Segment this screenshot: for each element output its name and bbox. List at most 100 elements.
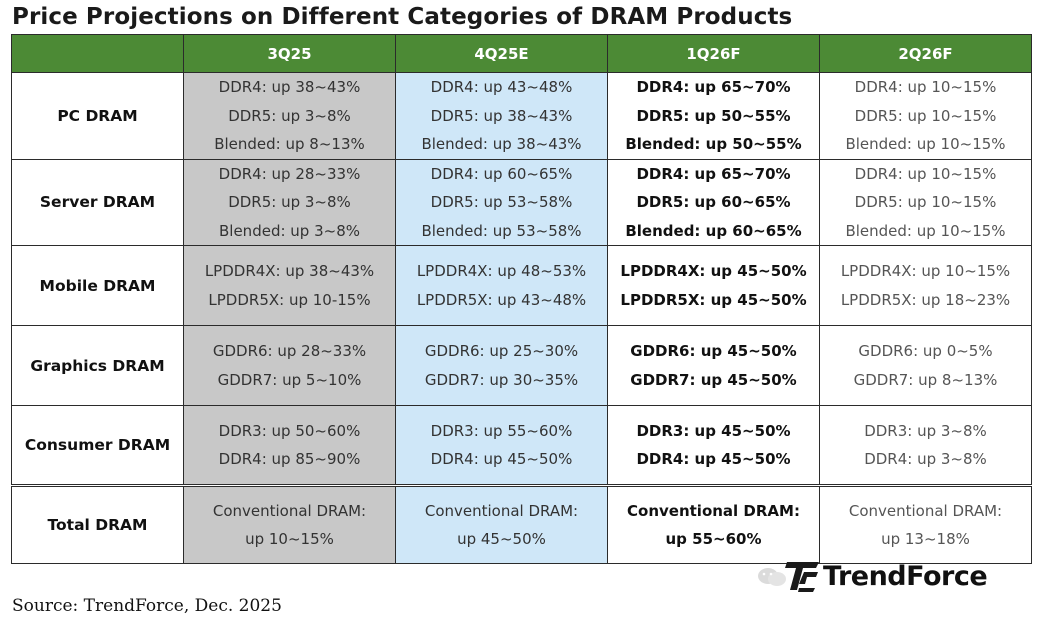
cell-2q26f: LPDDR4X: up 10~15% LPDDR5X: up 18~23% [819, 245, 1032, 326]
category-label: Total DRAM [11, 484, 184, 564]
trendforce-logo: TrendForce [785, 556, 1030, 596]
cell-line: DDR4: up 45~50% [636, 450, 791, 468]
header-1q26f: 1Q26F [607, 34, 820, 73]
cell-line: Blended: up 50~55% [625, 135, 802, 153]
cell-line: GDDR7: up 30~35% [424, 370, 579, 389]
table-row: Consumer DRAM DDR3: up 50~60% DDR4: up 85~… [11, 405, 1032, 486]
cell-1q26f: DDR4: up 65~70% DDR5: up 60~65% Blended: u… [607, 158, 820, 246]
cell-1q26f: DDR4: up 65~70% DDR5: up 50~55% Blended: u… [607, 72, 820, 160]
cell-line: Blended: up 10~15% [845, 135, 1006, 153]
price-projection-table: 3Q25 4Q25E 1Q26F 2Q26F PC DRAM DDR4: up 3… [11, 34, 1032, 564]
trendforce-logo-icon [785, 562, 819, 592]
cell-3q25: GDDR6: up 28~33% GDDR7: up 5~10% [183, 325, 396, 406]
cell-2q26f: DDR3: up 3~8% DDR4: up 3~8% [819, 405, 1032, 486]
cell-2q26f: GDDR6: up 0~5% GDDR7: up 8~13% [819, 325, 1032, 406]
cell-line: DDR4: up 60~65% [430, 164, 573, 183]
cell-line: Conventional DRAM: [627, 501, 800, 520]
cell-line: LPDDR5X: up 18~23% [840, 290, 1011, 309]
cell-line: DDR5: up 3~8% [228, 106, 351, 125]
cell-line: DDR4: up 38~43% [218, 78, 361, 96]
cell-line: up 45~50% [457, 530, 546, 548]
cell-4q25e: DDR3: up 55~60% DDR4: up 45~50% [395, 405, 608, 486]
cell-2q26f: Conventional DRAM: up 13~18% [819, 484, 1032, 564]
cell-line: GDDR7: up 8~13% [853, 370, 998, 389]
cell-line: GDDR6: up 28~33% [212, 342, 367, 360]
category-label: Server DRAM [11, 158, 184, 246]
cell-line: GDDR6: up 0~5% [858, 342, 993, 360]
cell-line: DDR4: up 45~50% [430, 450, 573, 468]
header-corner-cell [11, 34, 184, 73]
cell-line: LPDDR5X: up 10-15% [208, 290, 371, 309]
cell-line: GDDR7: up 5~10% [217, 370, 362, 389]
cell-line: GDDR6: up 45~50% [630, 342, 797, 360]
cell-line: DDR5: up 10~15% [854, 106, 997, 125]
category-label: Consumer DRAM [11, 405, 184, 486]
cell-line: DDR4: up 85~90% [218, 450, 361, 468]
cell-line: LPDDR4X: up 45~50% [620, 262, 807, 280]
header-4q25e: 4Q25E [395, 34, 608, 73]
source-note: Source: TrendForce, Dec. 2025 [12, 596, 282, 616]
cell-line: DDR4: up 65~70% [636, 164, 791, 183]
header-row: 3Q25 4Q25E 1Q26F 2Q26F [11, 34, 1032, 73]
table-row: PC DRAM DDR4: up 38~43% DDR5: up 3~8% Blend… [11, 72, 1032, 160]
cell-line: GDDR6: up 25~30% [424, 342, 579, 360]
cell-line: DDR5: up 38~43% [430, 106, 573, 125]
cell-line: DDR4: up 28~33% [218, 164, 361, 183]
cell-line: Blended: up 3~8% [219, 221, 360, 240]
cell-2q26f: DDR4: up 10~15% DDR5: up 10~15% Blended: u… [819, 72, 1032, 160]
cell-line: DDR4: up 43~48% [430, 78, 573, 96]
cell-3q25: Conventional DRAM: up 10~15% [183, 484, 396, 564]
category-label: PC DRAM [11, 72, 184, 160]
table-row: Server DRAM DDR4: up 28~33% DDR5: up 3~8% B… [11, 158, 1032, 246]
cell-4q25e: LPDDR4X: up 48~53% LPDDR5X: up 43~48% [395, 245, 608, 326]
cell-line: DDR4: up 3~8% [864, 450, 987, 468]
cell-line: DDR3: up 3~8% [864, 421, 987, 440]
header-2q26f: 2Q26F [819, 34, 1032, 73]
cell-line: Blended: up 60~65% [625, 221, 802, 240]
cell-line: up 10~15% [245, 530, 334, 548]
cell-3q25: DDR3: up 50~60% DDR4: up 85~90% [183, 405, 396, 486]
trendforce-logo-text: TrendForce [823, 560, 988, 592]
table-row: Total DRAM Conventional DRAM: up 10~15% Con… [11, 484, 1032, 564]
cell-line: DDR5: up 53~58% [430, 193, 573, 211]
cell-line: DDR3: up 55~60% [430, 421, 573, 440]
header-3q25: 3Q25 [183, 34, 396, 73]
table-row: Graphics DRAM GDDR6: up 28~33% GDDR7: up 5… [11, 325, 1032, 406]
cell-3q25: DDR4: up 38~43% DDR5: up 3~8% Blended: up … [183, 72, 396, 160]
cell-line: Blended: up 53~58% [421, 221, 582, 240]
cell-line: Blended: up 10~15% [845, 221, 1006, 240]
cell-line: DDR4: up 10~15% [854, 164, 997, 183]
cell-line: Conventional DRAM: [212, 501, 367, 520]
cell-4q25e: DDR4: up 60~65% DDR5: up 53~58% Blended: u… [395, 158, 608, 246]
cell-line: LPDDR4X: up 38~43% [204, 262, 375, 280]
cell-line: Blended: up 8~13% [214, 135, 365, 153]
cell-line: DDR4: up 10~15% [854, 78, 997, 96]
cell-line: up 13~18% [881, 530, 970, 548]
cell-line: DDR5: up 60~65% [636, 193, 791, 211]
cell-line: DDR3: up 50~60% [218, 421, 361, 440]
cell-4q25e: DDR4: up 43~48% DDR5: up 38~43% Blended: u… [395, 72, 608, 160]
cell-line: DDR5: up 50~55% [636, 106, 791, 125]
cell-1q26f: LPDDR4X: up 45~50% LPDDR5X: up 45~50% [607, 245, 820, 326]
cell-line: DDR4: up 65~70% [636, 78, 791, 96]
cell-line: LPDDR4X: up 10~15% [840, 262, 1011, 280]
cell-3q25: LPDDR4X: up 38~43% LPDDR5X: up 10-15% [183, 245, 396, 326]
cell-line: up 55~60% [665, 530, 762, 548]
cell-line: LPDDR5X: up 45~50% [620, 290, 807, 309]
category-label: Graphics DRAM [11, 325, 184, 406]
category-label: Mobile DRAM [11, 245, 184, 326]
cell-line: LPDDR5X: up 43~48% [416, 290, 587, 309]
cell-line: DDR5: up 3~8% [228, 193, 351, 211]
cell-line: DDR5: up 10~15% [854, 193, 997, 211]
page-title: Price Projections on Different Categorie… [12, 4, 793, 30]
cell-line: Blended: up 38~43% [421, 135, 582, 153]
cell-line: Conventional DRAM: [848, 501, 1003, 520]
cell-line: Conventional DRAM: [424, 501, 579, 520]
cell-4q25e: GDDR6: up 25~30% GDDR7: up 30~35% [395, 325, 608, 406]
cell-2q26f: DDR4: up 10~15% DDR5: up 10~15% Blended: u… [819, 158, 1032, 246]
cell-line: DDR3: up 45~50% [636, 421, 791, 440]
cell-4q25e: Conventional DRAM: up 45~50% [395, 484, 608, 564]
cell-1q26f: DDR3: up 45~50% DDR4: up 45~50% [607, 405, 820, 486]
wechat-icon [758, 568, 786, 586]
cell-line: LPDDR4X: up 48~53% [416, 262, 587, 280]
